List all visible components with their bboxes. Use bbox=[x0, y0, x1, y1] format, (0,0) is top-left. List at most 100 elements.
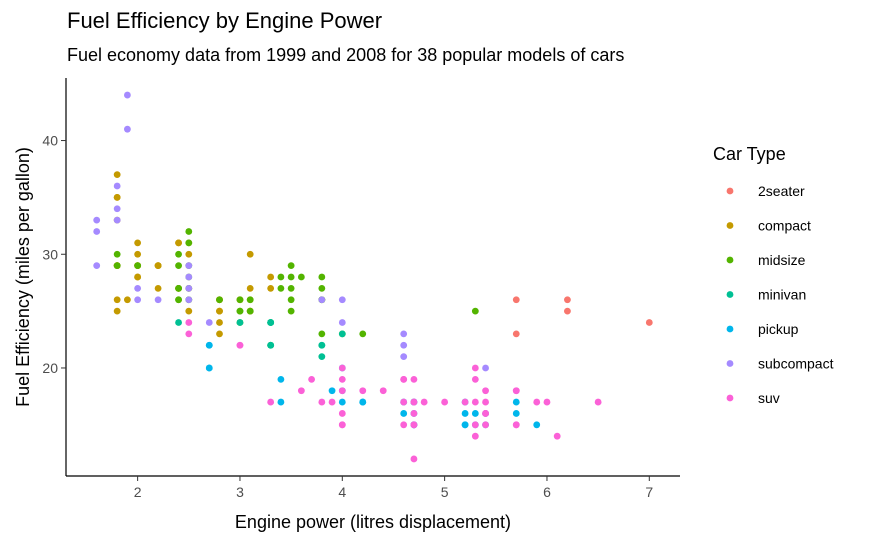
data-point-suv bbox=[512, 421, 520, 429]
data-point-suv bbox=[338, 387, 346, 395]
data-point-midsize bbox=[287, 273, 295, 281]
data-point-midsize bbox=[359, 330, 367, 338]
legend-label-2seater: 2seater bbox=[758, 183, 805, 199]
data-point-pickup bbox=[277, 375, 285, 383]
legend: Car Type 2seater compact midsize minivan pic… bbox=[713, 144, 834, 406]
y-ticks: 20 30 40 bbox=[42, 133, 66, 376]
data-point-pickup bbox=[461, 410, 469, 417]
data-point-suv bbox=[533, 398, 541, 406]
data-point-midsize bbox=[318, 273, 326, 281]
data-point-compact bbox=[154, 262, 162, 270]
data-point-pickup bbox=[205, 341, 213, 349]
data-point-midsize bbox=[471, 307, 479, 315]
legend-title: Car Type bbox=[713, 144, 786, 164]
data-point-2seater bbox=[564, 296, 571, 304]
data-point-midsize bbox=[246, 307, 254, 315]
data-point-suv bbox=[338, 364, 346, 372]
data-point-midsize bbox=[246, 296, 254, 304]
data-point-midsize bbox=[297, 273, 305, 281]
data-point-subcompact bbox=[185, 296, 193, 304]
data-point-midsize bbox=[318, 330, 326, 338]
data-point-suv bbox=[400, 421, 408, 429]
data-point-compact bbox=[175, 239, 182, 247]
data-point-pickup bbox=[205, 364, 213, 372]
data-point-compact bbox=[246, 284, 254, 292]
data-point-suv bbox=[328, 398, 336, 406]
data-point-suv bbox=[236, 341, 244, 349]
data-point-pickup bbox=[338, 398, 346, 406]
y-tick-label: 30 bbox=[42, 246, 58, 262]
data-point-midsize bbox=[318, 284, 326, 292]
data-point-suv bbox=[410, 398, 418, 406]
data-point-midsize bbox=[277, 273, 285, 281]
data-point-compact bbox=[185, 307, 193, 315]
data-point-midsize bbox=[113, 250, 121, 258]
data-point-midsize bbox=[175, 250, 182, 258]
data-point-minivan bbox=[318, 341, 326, 349]
data-point-midsize bbox=[175, 284, 182, 292]
data-point-minivan bbox=[267, 319, 275, 326]
data-point-pickup bbox=[512, 410, 520, 417]
data-point-suv bbox=[410, 375, 418, 383]
data-point-suv bbox=[594, 398, 602, 406]
data-point-subcompact bbox=[205, 319, 213, 326]
data-point-pickup bbox=[359, 398, 367, 406]
data-point-suv bbox=[400, 398, 408, 406]
data-point-compact bbox=[216, 307, 223, 315]
data-point-suv bbox=[338, 421, 346, 429]
data-point-subcompact bbox=[185, 262, 193, 270]
data-point-subcompact bbox=[338, 296, 346, 304]
data-point-minivan bbox=[318, 353, 326, 360]
data-point-minivan bbox=[267, 341, 275, 349]
x-axis-title: Engine power (litres displacement) bbox=[235, 512, 511, 532]
data-point-midsize bbox=[134, 262, 142, 270]
data-point-subcompact bbox=[124, 91, 131, 99]
data-point-suv bbox=[482, 398, 489, 406]
data-point-2seater bbox=[564, 307, 571, 315]
legend-key-suv bbox=[726, 394, 734, 402]
x-ticks: 2 3 4 5 6 7 bbox=[134, 476, 653, 500]
data-point-compact bbox=[134, 239, 142, 247]
y-axis-title: Fuel Efficiency (miles per gallon) bbox=[13, 147, 33, 407]
data-point-midsize bbox=[113, 262, 121, 270]
data-point-compact bbox=[154, 284, 162, 292]
x-tick-label: 4 bbox=[338, 484, 346, 500]
data-point-subcompact bbox=[338, 319, 346, 326]
data-point-2seater bbox=[512, 330, 520, 338]
data-point-suv bbox=[185, 330, 193, 338]
data-point-compact bbox=[267, 284, 275, 292]
data-point-subcompact bbox=[113, 216, 121, 224]
chart-title: Fuel Efficiency by Engine Power bbox=[67, 8, 383, 33]
data-point-suv bbox=[410, 410, 418, 417]
data-point-midsize bbox=[185, 228, 193, 235]
data-point-suv bbox=[338, 375, 346, 383]
data-point-compact bbox=[267, 273, 275, 281]
x-tick-label: 5 bbox=[441, 484, 449, 500]
data-point-subcompact bbox=[93, 228, 101, 235]
data-point-subcompact bbox=[134, 296, 142, 304]
data-point-subcompact bbox=[400, 353, 408, 360]
data-point-midsize bbox=[185, 239, 193, 247]
data-point-suv bbox=[471, 364, 479, 372]
data-point-suv bbox=[400, 375, 408, 383]
data-point-compact bbox=[134, 250, 142, 258]
legend-key-subcompact bbox=[726, 360, 734, 367]
data-point-suv bbox=[482, 421, 489, 429]
data-point-compact bbox=[113, 194, 121, 201]
data-point-suv bbox=[185, 319, 193, 326]
legend-key-compact bbox=[726, 222, 734, 229]
data-point-subcompact bbox=[400, 341, 408, 349]
x-tick-label: 2 bbox=[134, 484, 142, 500]
data-point-suv bbox=[267, 398, 275, 406]
x-tick-label: 7 bbox=[645, 484, 653, 500]
data-point-suv bbox=[297, 387, 305, 395]
legend-label-pickup: pickup bbox=[758, 321, 799, 337]
data-point-pickup bbox=[461, 421, 469, 429]
data-point-compact bbox=[246, 250, 254, 258]
data-point-midsize bbox=[287, 296, 295, 304]
legend-label-minivan: minivan bbox=[758, 287, 806, 303]
data-point-suv bbox=[471, 432, 479, 440]
data-point-pickup bbox=[400, 410, 408, 417]
data-point-midsize bbox=[277, 284, 285, 292]
